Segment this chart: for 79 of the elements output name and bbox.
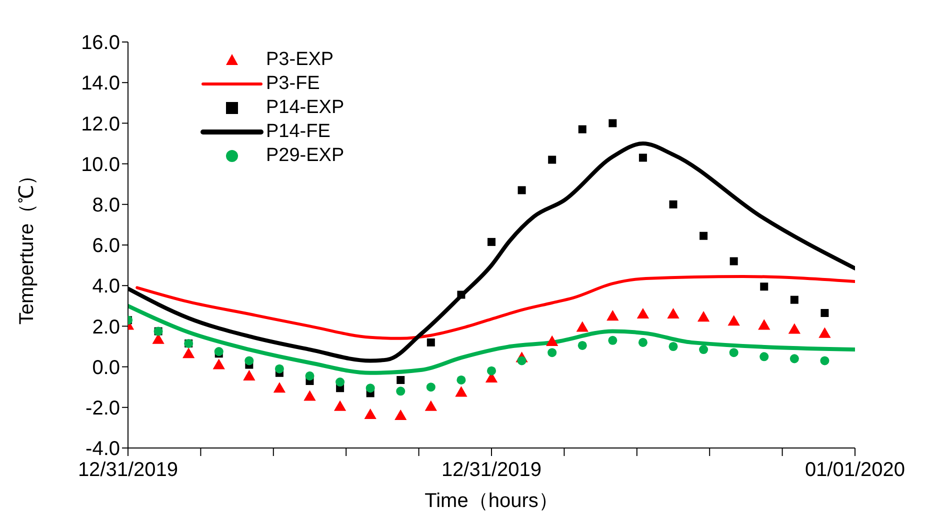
point [790,354,799,364]
y-tick-label: 8.0 [92,194,120,216]
point [608,119,617,128]
point [518,186,526,194]
y-tick-label: -2.0 [86,398,120,420]
point [760,282,768,291]
point [608,336,618,345]
point [457,290,466,299]
point [517,356,526,366]
y-tick-label: 10.0 [81,154,120,176]
point [699,345,708,354]
point [576,321,588,332]
point [244,356,254,366]
x-tick-label: 12/31/2019 [78,459,178,482]
point [760,352,769,362]
point [304,390,316,401]
legend-label: P3-EXP [266,49,334,71]
point [730,257,738,266]
point [638,154,647,162]
point [548,156,556,164]
point [214,347,224,356]
point [364,408,376,420]
point [606,310,619,321]
y-axis-title: Temperture（℃） [16,165,38,325]
point [334,400,346,411]
point [426,382,436,392]
legend-label: P3-FE [266,73,320,95]
point [488,238,496,246]
y-tick-label: 2.0 [92,316,120,338]
y-tick-label: 16.0 [81,32,120,54]
point [788,323,800,334]
point [424,400,437,411]
y-tick-label: -4.0 [86,438,120,460]
point [728,315,740,326]
point [820,309,829,318]
point [636,308,650,319]
point [396,386,406,396]
point [548,348,557,358]
legend-label: P29-EXP [266,145,344,167]
y-tick-label: 12.0 [81,113,120,136]
point [426,338,435,346]
point [638,338,648,347]
legend-label: P14-FE [266,121,330,143]
point [578,125,586,134]
x-tick-label: 12/31/2019 [441,459,542,482]
point [182,348,195,358]
point [729,348,738,358]
point [546,335,558,346]
point [212,358,225,370]
point [667,308,680,319]
point [366,384,375,393]
point [790,296,798,304]
point [243,370,256,380]
point [396,376,405,384]
y-tick-label: 4.0 [92,276,120,298]
point [305,371,314,380]
point [668,342,678,352]
point [274,364,284,374]
point [818,327,831,338]
x-tick-label: 01/01/2020 [804,459,906,482]
point [820,356,830,366]
legend-label: P14-EXP [266,97,344,119]
line-series [136,274,855,340]
point [336,378,345,387]
y-tick-label: 6.0 [92,235,120,258]
point [455,386,468,397]
point [700,232,708,240]
point [486,366,496,376]
point [456,375,466,384]
point [697,311,710,322]
point [758,319,770,330]
line-series [128,304,855,375]
point [273,382,286,393]
x-axis-title: Time（hours） [424,490,558,512]
point [394,410,407,420]
point [669,200,678,208]
y-tick-label: 0.0 [92,356,120,379]
y-tick-label: 14.0 [81,72,120,95]
point [578,340,587,350]
